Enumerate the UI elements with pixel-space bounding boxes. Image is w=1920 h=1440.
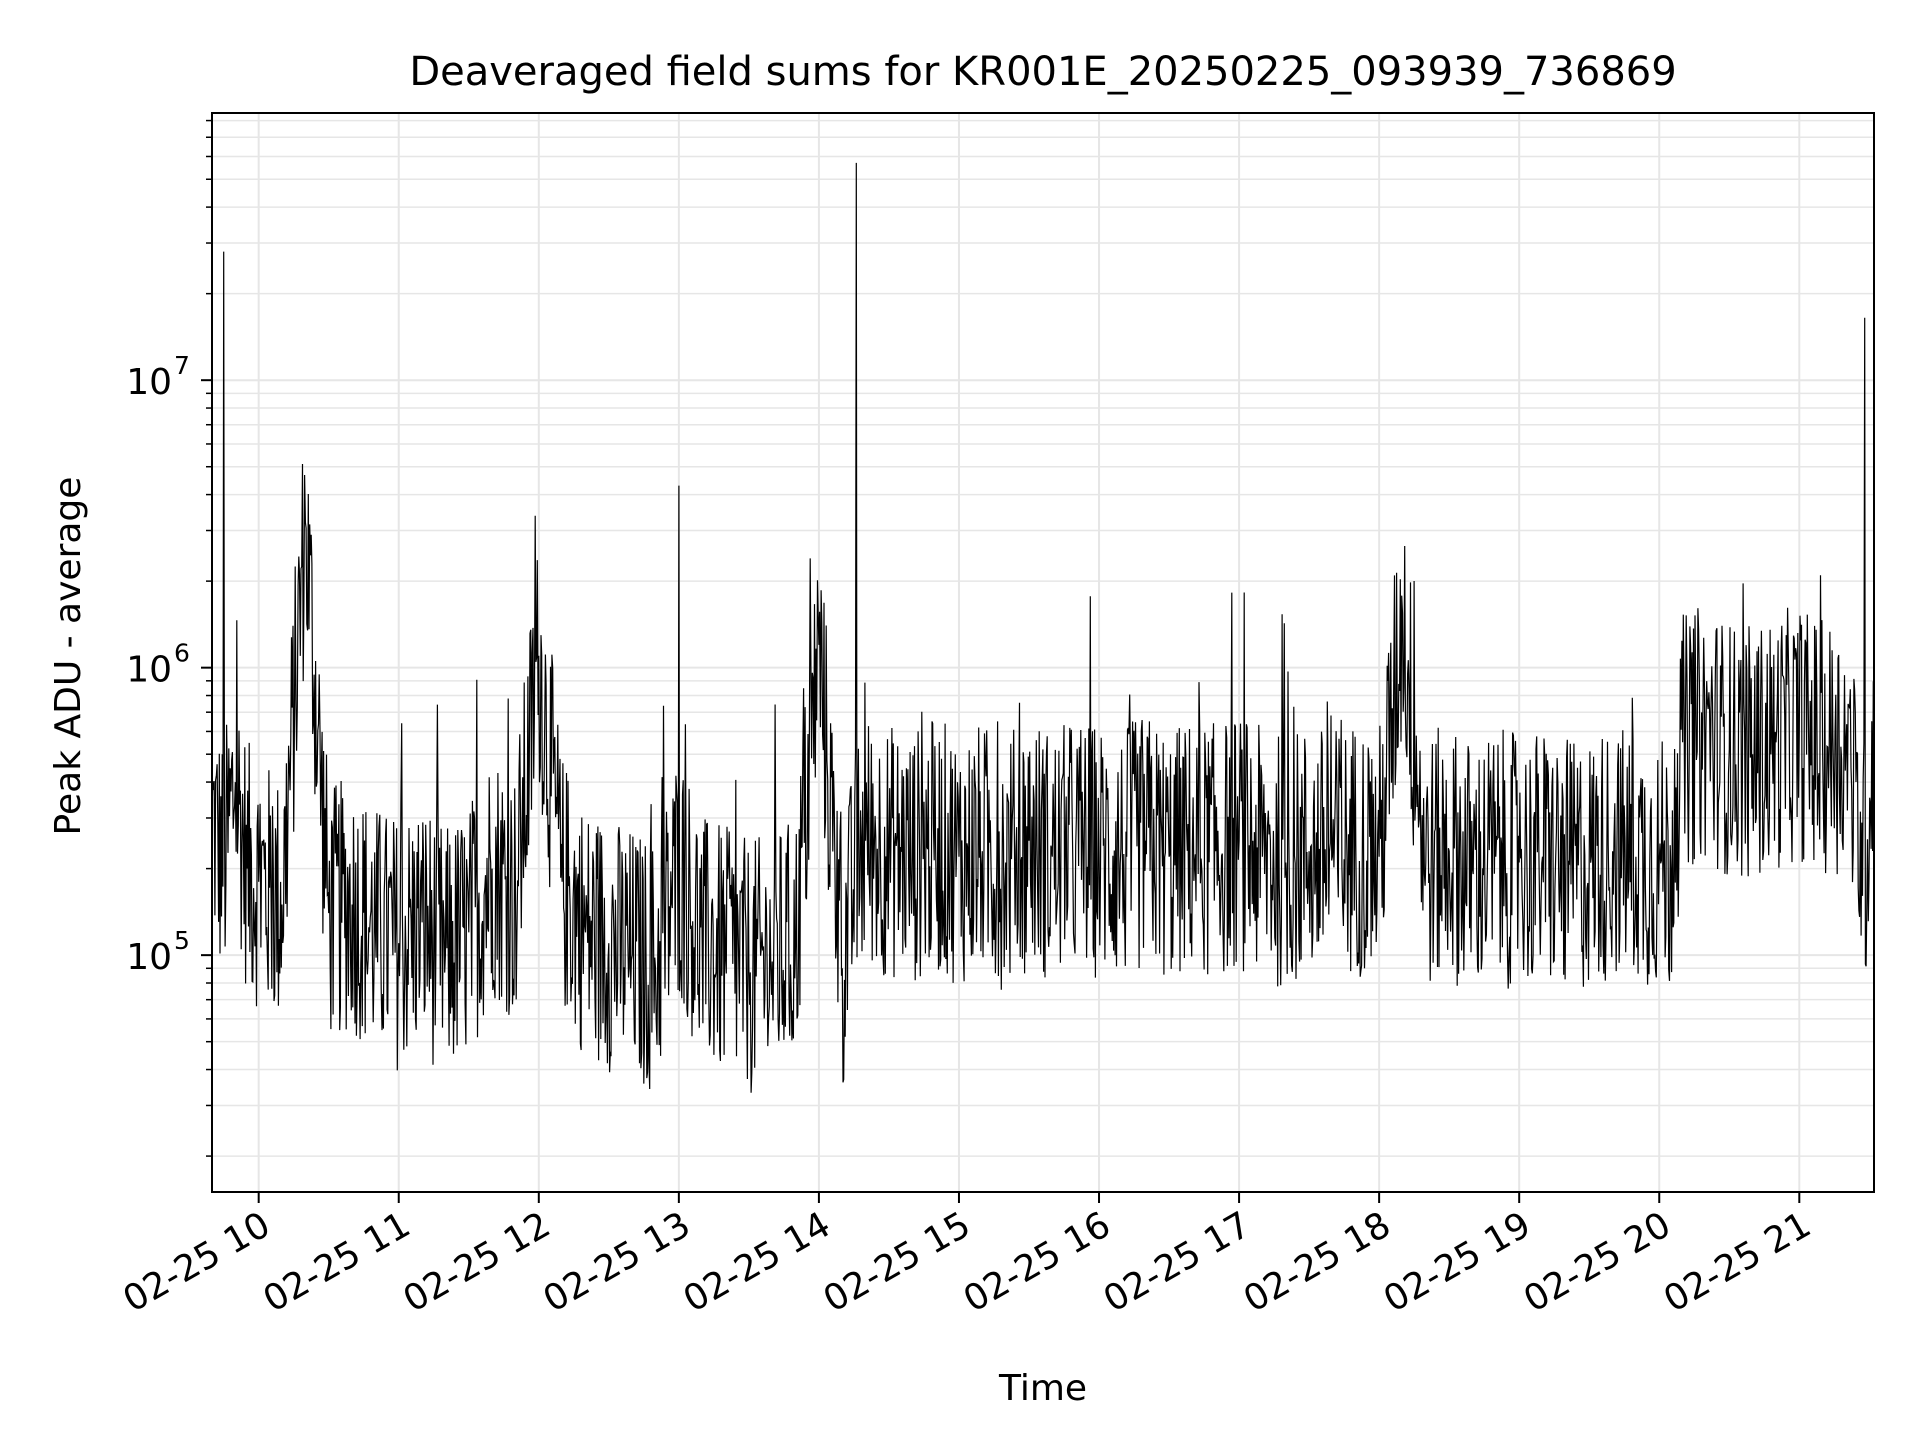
y-tick-label-exponent: 7 (174, 351, 190, 380)
y-tick-label: 10 (126, 362, 172, 403)
y-tick-label-exponent: 6 (174, 639, 190, 668)
plot-area-frame (211, 112, 1875, 1193)
series-layer (211, 162, 1875, 1093)
x-axis-label: Time (998, 1368, 1087, 1409)
series-line (211, 162, 1875, 1093)
y-axis-label: Peak ADU - average (48, 477, 89, 836)
chart-title: Deaveraged field sums for KR001E_2025022… (409, 49, 1676, 95)
y-tick-label: 10 (126, 650, 172, 691)
y-tick-label: 10 (126, 937, 172, 978)
y-tick-label-exponent: 5 (174, 926, 190, 955)
